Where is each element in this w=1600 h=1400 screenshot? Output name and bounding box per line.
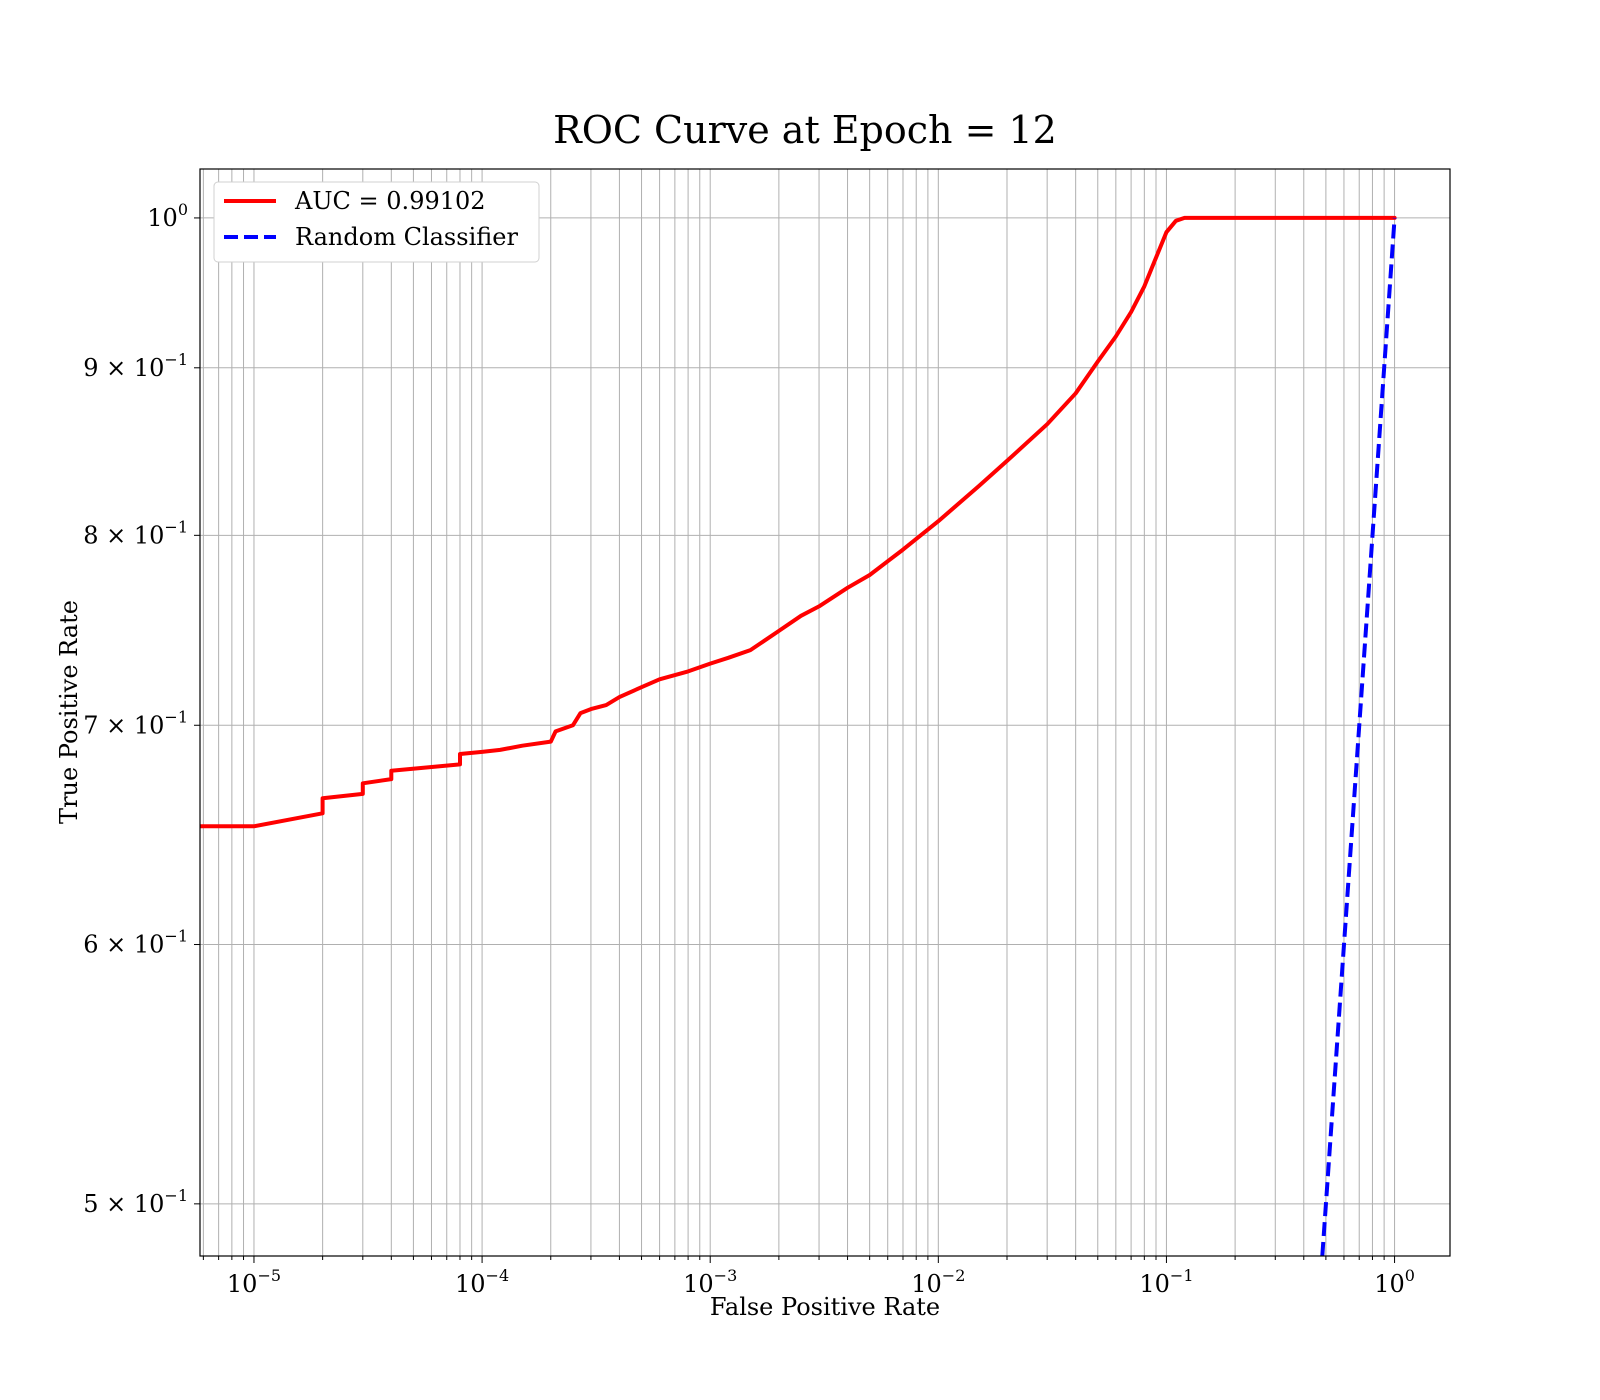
grid	[200, 169, 1450, 1256]
y-tick-label: 6 × 10−1	[83, 927, 188, 959]
legend-label-random: Random Classifier	[295, 223, 518, 251]
x-axis-label: False Positive Rate	[710, 1293, 940, 1321]
plot-area	[200, 215, 1397, 1256]
legend-box	[213, 181, 540, 263]
y-axis-label: True Positive Rate	[55, 600, 83, 824]
legend-label-auc: AUC = 0.99102	[294, 187, 486, 215]
chart-title: ROC Curve at Epoch = 12	[553, 108, 1057, 152]
x-tick-label: 10−5	[227, 1266, 281, 1298]
x-tick-label: 10−4	[455, 1266, 509, 1298]
x-tick-label: 100	[1374, 1266, 1415, 1298]
y-tick-label: 9 × 10−1	[83, 350, 188, 382]
y-tick-label: 100	[147, 200, 188, 232]
legend: AUC = 0.99102 Random Classifier	[213, 181, 540, 263]
y-tick-label: 7 × 10−1	[83, 707, 188, 739]
plot-frame	[199, 168, 1451, 1257]
x-axis-ticks: 10−5 10−4 10−3 10−2 10−1 100	[202, 1256, 1415, 1298]
random-classifier-line	[1320, 217, 1397, 1256]
y-tick-label: 5 × 10−1	[83, 1186, 188, 1218]
y-axis-ticks: 100 9 × 10−1 8 × 10−1 7 × 10−1 6 × 10−1 5 × 1…	[83, 200, 200, 1218]
x-tick-label: 10−1	[1139, 1266, 1193, 1298]
y-tick-label: 8 × 10−1	[83, 517, 188, 549]
roc-curve-line	[200, 215, 1397, 829]
